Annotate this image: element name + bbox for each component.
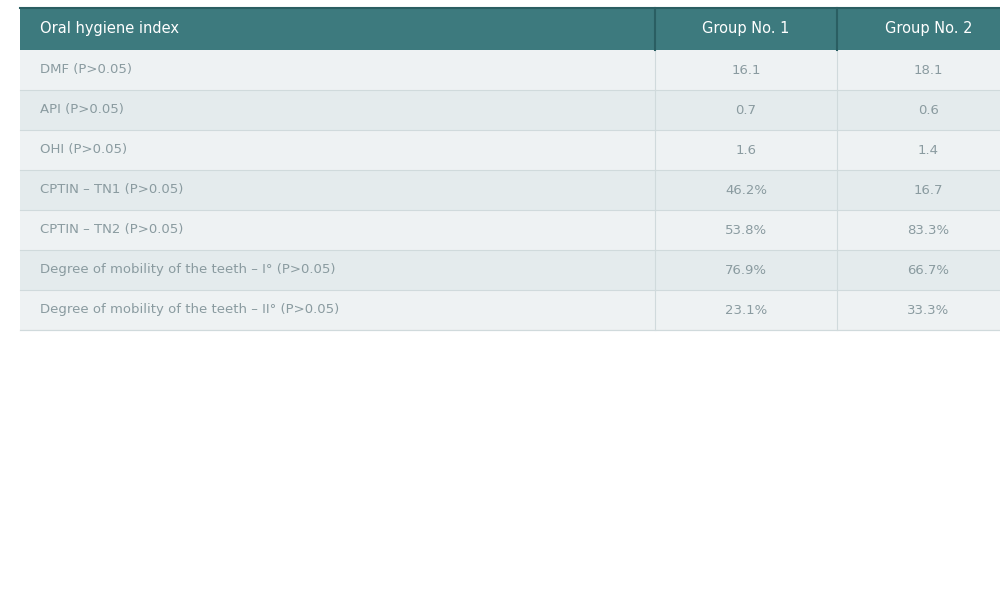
Bar	[20, 50, 1000, 90]
Text: 66.7%: 66.7%	[908, 263, 950, 277]
Text: 0.7: 0.7	[736, 103, 757, 116]
Bar	[20, 250, 1000, 290]
Bar	[20, 90, 1000, 130]
Text: 16.1: 16.1	[731, 64, 761, 76]
Text: Oral hygiene index: Oral hygiene index	[40, 22, 179, 37]
Bar	[20, 130, 1000, 170]
Text: Degree of mobility of the teeth – II° (P>0.05): Degree of mobility of the teeth – II° (P…	[40, 304, 339, 317]
Text: 53.8%: 53.8%	[725, 223, 767, 236]
Text: CPTIN – TN2 (P>0.05): CPTIN – TN2 (P>0.05)	[40, 223, 183, 236]
Text: 1.6: 1.6	[736, 143, 757, 157]
Text: Group No. 2: Group No. 2	[885, 22, 972, 37]
Text: 46.2%: 46.2%	[725, 184, 767, 196]
Text: DMF (P>0.05): DMF (P>0.05)	[40, 64, 132, 76]
Text: Degree of mobility of the teeth – I° (P>0.05): Degree of mobility of the teeth – I° (P>…	[40, 263, 336, 277]
Text: 23.1%: 23.1%	[725, 304, 767, 317]
Text: 76.9%: 76.9%	[725, 263, 767, 277]
Text: Group No. 1: Group No. 1	[702, 22, 790, 37]
Bar	[20, 170, 1000, 210]
Bar	[20, 8, 1000, 50]
Text: 33.3%: 33.3%	[907, 304, 950, 317]
Text: CPTIN – TN1 (P>0.05): CPTIN – TN1 (P>0.05)	[40, 184, 183, 196]
Text: 18.1: 18.1	[914, 64, 943, 76]
Text: 16.7: 16.7	[914, 184, 943, 196]
Text: API (P>0.05): API (P>0.05)	[40, 103, 124, 116]
Text: OHI (P>0.05): OHI (P>0.05)	[40, 143, 127, 157]
Text: 1.4: 1.4	[918, 143, 939, 157]
Bar	[20, 290, 1000, 330]
Text: 83.3%: 83.3%	[907, 223, 950, 236]
Bar	[20, 210, 1000, 250]
Text: 0.6: 0.6	[918, 103, 939, 116]
